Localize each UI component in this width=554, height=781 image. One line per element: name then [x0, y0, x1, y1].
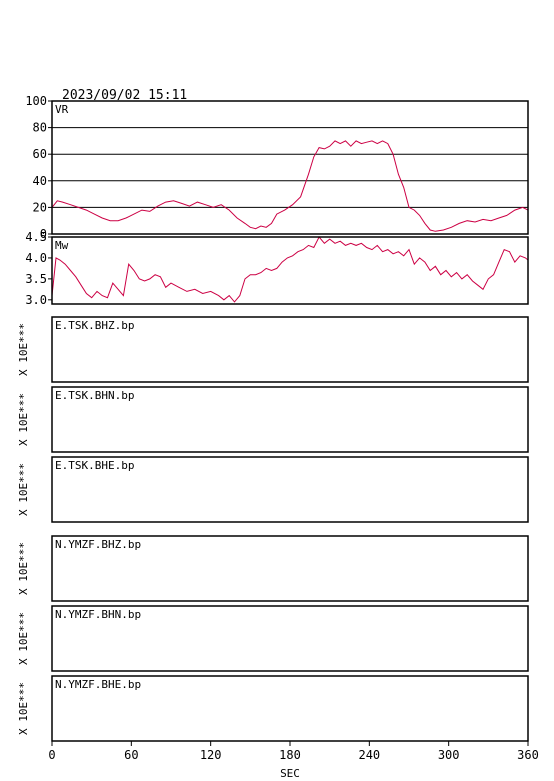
panel-vr: 0 20 40 60 80 100 VR [25, 94, 529, 241]
panel-frame [51, 100, 529, 235]
series-line [51, 236, 529, 303]
x-tick-label: 240 [358, 748, 380, 762]
trace-y-label: X 10E*** [17, 323, 30, 376]
y-tick-label: 60 [33, 147, 47, 161]
trace-label: N.YMZF.BHN.bp [55, 608, 141, 621]
x-tick-label: 0 [48, 748, 55, 762]
trace-label: E.TSK.BHN.bp [55, 389, 134, 402]
y-tick-label: 3.0 [25, 293, 47, 307]
panel-label: VR [55, 103, 69, 116]
trace-label: E.TSK.BHZ.bp [55, 319, 134, 332]
trace-panel: E.TSK.BHZ.bp X 10E*** [17, 316, 529, 383]
trace-frame [51, 316, 529, 383]
trace-panel: N.YMZF.BHE.bp X 10E*** [17, 675, 529, 742]
x-tick-label: 120 [200, 748, 222, 762]
trace-frame [51, 535, 529, 602]
y-tick-label: 40 [33, 174, 47, 188]
x-tick-label: 60 [124, 748, 138, 762]
y-tick-label: 3.5 [25, 272, 47, 286]
x-tick-label: 300 [438, 748, 460, 762]
y-tick-label: 4.5 [25, 230, 47, 244]
panel-mw: 3.0 3.5 4.0 4.5 Mw [25, 230, 529, 307]
trace-label: N.YMZF.BHE.bp [55, 678, 141, 691]
trace-frame [51, 605, 529, 672]
trace-frame [51, 386, 529, 453]
trace-label: E.TSK.BHE.bp [55, 459, 134, 472]
trace-y-label: X 10E*** [17, 682, 30, 735]
x-axis-label: SEC [280, 767, 300, 780]
x-tick-label: 360 [517, 748, 539, 762]
panel-frame [51, 236, 529, 305]
x-tick-label: 180 [279, 748, 301, 762]
series-line [51, 140, 529, 232]
y-tick-label: 80 [33, 121, 47, 135]
trace-y-label: X 10E*** [17, 542, 30, 595]
y-tick-label: 0 [40, 227, 47, 241]
datetime-title: 2023/09/02 15:11 [62, 88, 187, 103]
trace-y-label: X 10E*** [17, 463, 30, 516]
trace-label: N.YMZF.BHZ.bp [55, 538, 141, 551]
trace-panel: E.TSK.BHE.bp X 10E*** [17, 456, 529, 523]
y-tick-label: 100 [25, 94, 47, 108]
trace-y-label: X 10E*** [17, 612, 30, 665]
y-tick-label: 20 [33, 200, 47, 214]
trace-frame [51, 456, 529, 523]
y-tick-label: 4.0 [25, 251, 47, 265]
trace-y-label: X 10E*** [17, 393, 30, 446]
trace-panel: E.TSK.BHN.bp X 10E*** [17, 386, 529, 453]
trace-panel: N.YMZF.BHN.bp X 10E*** [17, 605, 529, 672]
panel-label: Mw [55, 239, 69, 252]
trace-panel: N.YMZF.BHZ.bp X 10E*** [17, 535, 529, 602]
